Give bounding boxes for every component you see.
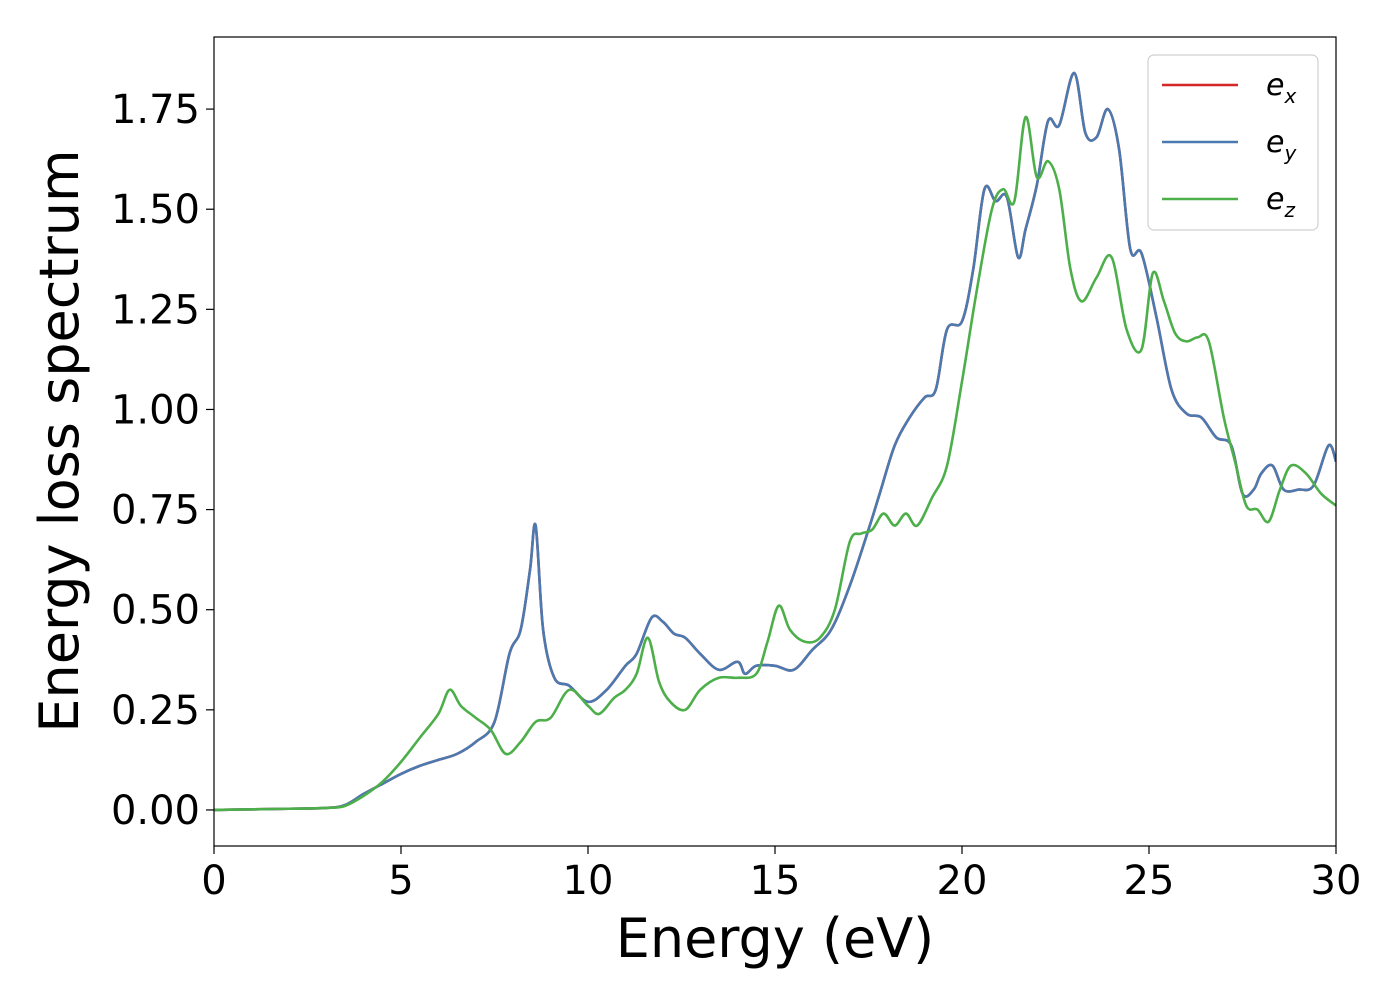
series-layer <box>214 71 1336 812</box>
x-axis-ticks: 0 5 10 15 20 25 30 <box>201 846 1361 904</box>
y-tick-label: 0.25 <box>111 688 200 734</box>
series-line-y <box>214 71 1336 812</box>
x-tick-label: 25 <box>1124 858 1175 904</box>
legend-label-y: ey <box>1266 125 1297 165</box>
legend-label-subscript: x <box>1283 84 1296 108</box>
legend-label-base: e <box>1266 125 1284 160</box>
legend-label-subscript: z <box>1283 198 1295 222</box>
legend-label-x: ex <box>1266 68 1296 108</box>
y-axis-ticks: 0.00 0.25 0.50 0.75 1.00 1.25 1.50 1.75 <box>111 87 214 834</box>
y-tick-label: 0.75 <box>111 488 200 534</box>
legend-label-subscript: y <box>1283 141 1297 165</box>
series-line-z <box>214 115 1336 812</box>
x-tick-label: 30 <box>1311 858 1362 904</box>
legend-label-base: e <box>1266 68 1284 103</box>
x-tick-label: 10 <box>563 858 614 904</box>
y-tick-label: 1.50 <box>111 187 200 233</box>
x-tick-label: 0 <box>201 858 226 904</box>
x-tick-label: 20 <box>937 858 988 904</box>
y-tick-label: 0.00 <box>111 788 200 834</box>
x-axis-title: Energy (eV) <box>616 907 935 970</box>
y-axis-title: Energy loss spectrum <box>28 149 91 732</box>
legend-label-base: e <box>1266 182 1284 217</box>
x-tick-label: 5 <box>388 858 413 904</box>
x-tick-label: 15 <box>750 858 801 904</box>
y-tick-label: 1.75 <box>111 87 200 133</box>
y-tick-label: 1.00 <box>111 387 200 433</box>
legend-label-z: ez <box>1266 182 1295 222</box>
y-tick-label: 0.50 <box>111 588 200 634</box>
y-tick-label: 1.25 <box>111 287 200 333</box>
